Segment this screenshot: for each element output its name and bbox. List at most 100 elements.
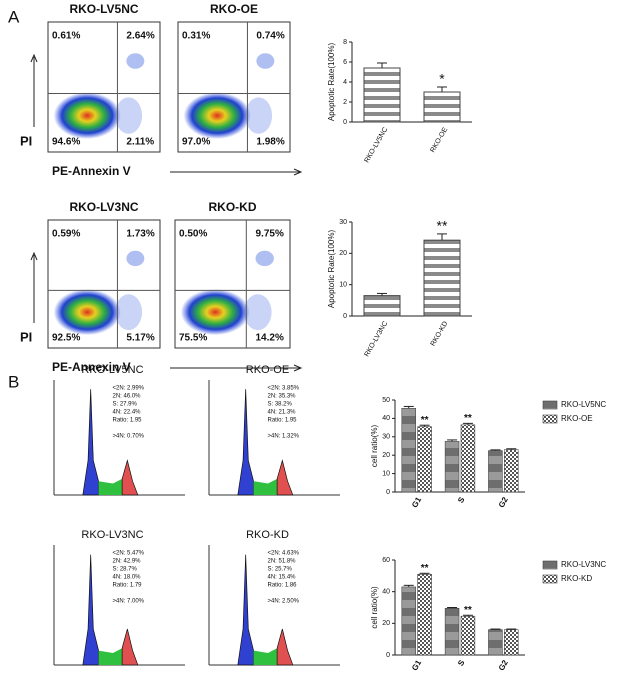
legend-swatch <box>542 414 558 424</box>
plot-title: RKO-LV3NC <box>81 529 143 541</box>
quadrant-label: 92.5% <box>52 333 80 344</box>
x-tick-label: G1 <box>410 495 423 509</box>
density-cloud <box>126 250 145 267</box>
y-tick-label: 20 <box>382 452 390 459</box>
cycle-stat: Ratio: 1.79 <box>113 583 143 589</box>
y-tick-label: 40 <box>382 589 390 596</box>
cycle-stat: 4N: 15.4% <box>268 575 297 581</box>
g1-peak <box>237 554 254 666</box>
cycle-stat: S: 25.7% <box>268 567 293 573</box>
y-tick-label: 2 <box>343 99 347 106</box>
plot-title: RKO-OE <box>246 364 289 376</box>
x-tick-label: RKO-OE <box>429 126 449 154</box>
arrow-head <box>293 168 303 176</box>
cycle-stat: <2N: 2.99% <box>113 386 145 392</box>
bar <box>444 441 460 493</box>
y-tick-label: 0 <box>343 313 347 320</box>
g1-peak <box>82 389 99 496</box>
quadrant-label: 9.75% <box>256 229 284 240</box>
quadrant-label: 2.11% <box>126 137 154 148</box>
bar <box>401 407 416 493</box>
density-cloud <box>115 294 143 331</box>
legend-swatch <box>542 400 558 410</box>
y-tick-label: 6 <box>343 59 347 66</box>
quadrant-label: 97.0% <box>182 137 210 148</box>
density-cloud <box>255 250 274 267</box>
bar <box>460 615 476 656</box>
s-phase <box>253 648 278 665</box>
density-cloud <box>180 289 250 336</box>
y-tick-label: 0 <box>343 119 347 126</box>
g2-peak <box>276 459 294 496</box>
y-tick-label: 50 <box>382 397 390 404</box>
bar <box>460 424 476 493</box>
cycle-stat: Ratio: 1.95 <box>268 418 298 424</box>
y-tick-label: 4 <box>343 79 347 86</box>
bar <box>417 573 432 656</box>
significance: ** <box>464 413 472 424</box>
significance: ** <box>437 218 448 234</box>
x-tick-label: RKO-LV5NC <box>363 126 389 164</box>
plot-title: RKO-LV5NC <box>81 364 143 376</box>
cycle-stat: <2N: 3.85% <box>268 386 300 392</box>
bar <box>417 426 432 493</box>
quadrant-label: 5.17% <box>126 333 154 344</box>
plot-title: RKO-LV5NC <box>69 2 138 16</box>
bar <box>401 586 416 656</box>
cycle-stat: S: 28.7% <box>113 567 138 573</box>
significance: ** <box>421 563 429 574</box>
cycle-stat: 2N: 46.0% <box>113 394 142 400</box>
y-tick-label: 8 <box>343 39 347 46</box>
bar <box>488 629 503 656</box>
cycle-stat: >4N: 2.50% <box>268 599 300 605</box>
bar <box>444 607 460 656</box>
cycle-stat: 4N: 18.0% <box>113 575 142 581</box>
density-cloud <box>53 289 121 336</box>
x-tick-label: G1 <box>410 658 423 672</box>
x-tick-label: RKO-KD <box>430 320 450 347</box>
y-tick-label: 0 <box>386 652 390 659</box>
quadrant-label: 0.74% <box>256 31 284 42</box>
cycle-stat: 4N: 21.3% <box>268 410 297 416</box>
density-cloud <box>243 294 272 331</box>
density-cloud <box>53 92 121 139</box>
x-axis-label: PE-Annexin V <box>52 360 131 374</box>
significance: ** <box>421 415 429 426</box>
quadrant-label: 0.61% <box>52 31 80 42</box>
arrow-head <box>30 53 38 63</box>
cycle-stat: S: 27.9% <box>113 402 138 408</box>
s-phase <box>98 648 123 665</box>
cycle-stat: >4N: 1.32% <box>268 434 300 440</box>
quadrant-label: 2.64% <box>126 31 154 42</box>
quadrant-label: 94.6% <box>52 137 80 148</box>
bar <box>363 295 401 317</box>
legend-label: RKO-LV3NC <box>561 560 606 569</box>
quadrant-label: 0.59% <box>52 229 80 240</box>
y-axis-label: cell ratio(%) <box>370 425 379 468</box>
cycle-stat: Ratio: 1.95 <box>113 418 143 424</box>
y-tick-label: 10 <box>339 282 347 289</box>
y-tick-label: 30 <box>339 219 347 226</box>
density-cloud <box>115 97 143 134</box>
bar <box>504 629 519 656</box>
legend-label: RKO-OE <box>561 414 593 423</box>
g2-peak <box>121 459 139 496</box>
plot-title: RKO-OE <box>210 2 258 16</box>
quadrant-label: 1.98% <box>256 137 284 148</box>
panel-label: A <box>8 7 20 26</box>
quadrant-label: 0.31% <box>182 31 210 42</box>
y-axis-label: PI <box>20 329 32 344</box>
plot-title: RKO-KD <box>246 529 289 541</box>
legend-label: RKO-LV5NC <box>561 400 606 409</box>
cycle-stat: >4N: 7.00% <box>113 599 145 605</box>
s-phase <box>98 478 123 495</box>
x-tick-label: G2 <box>497 658 510 672</box>
bar <box>363 67 401 123</box>
cycle-stat: >4N: 0.70% <box>113 434 145 440</box>
density-cloud <box>183 92 251 139</box>
quadrant-label: 0.50% <box>179 229 207 240</box>
cycle-stat: 2N: 42.9% <box>113 559 142 565</box>
y-tick-label: 60 <box>382 557 390 564</box>
cycle-stat: S: 38.2% <box>268 402 293 408</box>
legend-swatch <box>542 574 558 584</box>
